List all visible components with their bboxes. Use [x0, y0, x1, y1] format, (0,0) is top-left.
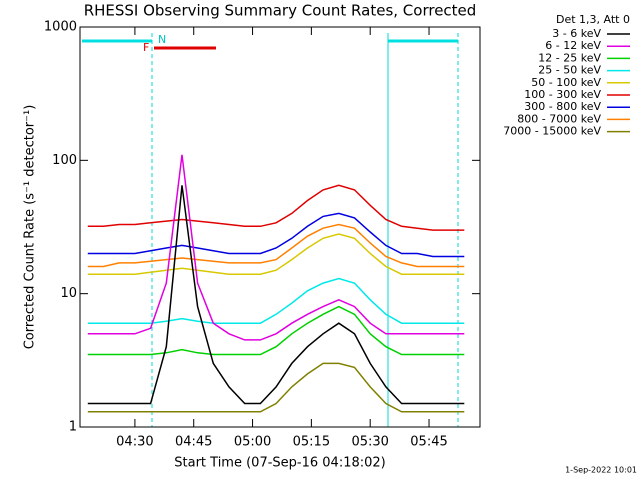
x-tick-label: 04:30: [116, 435, 153, 450]
series-line: [87, 223, 465, 268]
series-line: [87, 233, 465, 275]
y-tick-label: 10: [60, 286, 77, 301]
x-tick-label: 05:30: [351, 435, 388, 450]
y-axis-label: Corrected Count Rate (s⁻¹ detector⁻¹): [23, 105, 38, 350]
series-line: [87, 305, 465, 356]
series-line: [87, 184, 465, 231]
flag-label: N: [158, 33, 166, 46]
night-markers: [151, 33, 459, 427]
series-line: [87, 277, 465, 324]
x-axis-label: Start Time (07-Sep-16 04:18:02): [174, 456, 385, 471]
flag-label: F: [143, 41, 149, 54]
chart-title: RHESSI Observing Summary Count Rates, Co…: [84, 2, 477, 20]
flag-bars: [82, 39, 458, 50]
y-tick-label: 1: [69, 420, 77, 435]
legend-label: 100 - 300 keV: [524, 88, 601, 101]
legend-label: 12 - 25 keV: [538, 51, 601, 64]
plot-frame: [79, 26, 481, 428]
x-tick-label: 05:15: [293, 435, 330, 450]
series-line: [87, 212, 465, 258]
y-tick-label: 1000: [44, 20, 77, 35]
legend-label: 50 - 100 keV: [531, 76, 601, 89]
legend-label: 6 - 12 keV: [545, 39, 601, 52]
series-line: [87, 185, 465, 405]
legend-label: 300 - 800 keV: [524, 100, 601, 113]
legend-label: 7000 - 15000 keV: [503, 125, 601, 138]
legend-title: Det 1,3, Att 0: [556, 13, 630, 26]
legend-label: 800 - 7000 keV: [517, 112, 601, 125]
series-line: [87, 362, 465, 413]
footer: 1-Sep-2022 10:01: [565, 466, 637, 475]
x-tick-label: 05:45: [410, 435, 447, 450]
legend-label: 25 - 50 keV: [538, 64, 601, 77]
legend-label: 3 - 6 keV: [552, 27, 601, 40]
y-tick-label: 100: [52, 153, 77, 168]
series-line: [87, 154, 465, 341]
x-tick-label: 05:00: [234, 435, 271, 450]
x-tick-label: 04:45: [175, 435, 212, 450]
